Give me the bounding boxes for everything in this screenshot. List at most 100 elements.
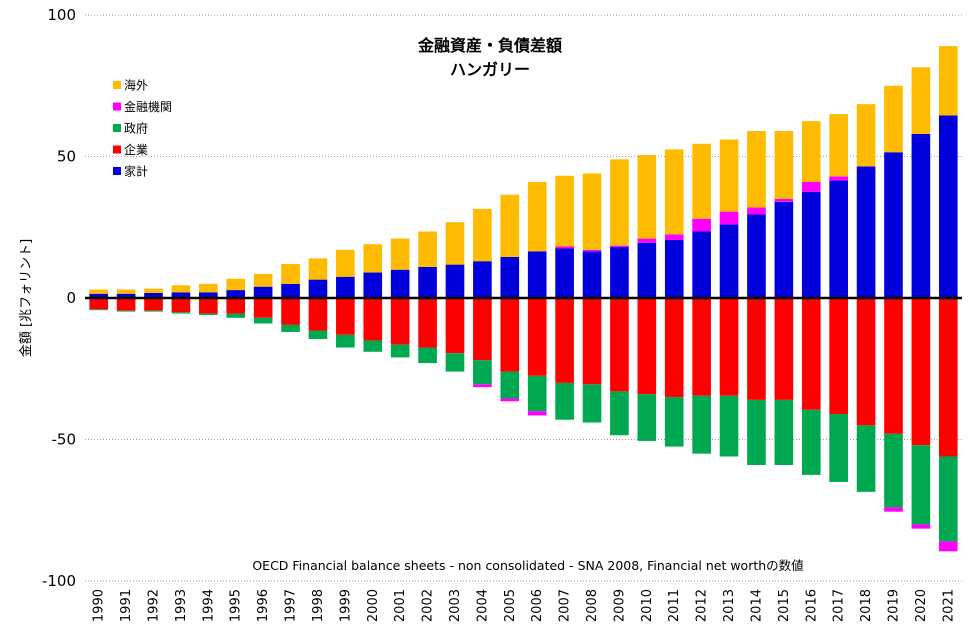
bar-segment — [884, 85, 903, 153]
bar-segment — [856, 298, 876, 426]
bar-segment — [911, 67, 931, 134]
bar-segment — [527, 411, 547, 416]
bar-segment — [911, 133, 931, 298]
bar-segment — [281, 324, 300, 332]
bar-segment — [555, 298, 574, 383]
x-tick-label: 2003 — [448, 589, 463, 622]
x-tick-label: 2009 — [612, 589, 627, 622]
bar-segment — [555, 382, 574, 420]
x-axis-ticks: 1990 1991 1992 1993 1994 1995 1996 1997 1998 1999… — [92, 589, 957, 622]
bar-segment — [418, 231, 437, 267]
bar-segment — [199, 283, 218, 293]
bar-segment — [637, 242, 657, 298]
y-axis-ticks: 100 50 0 -50 -100 — [42, 6, 76, 590]
x-tick-label: 2006 — [530, 589, 545, 622]
legend-label: 海外 — [124, 78, 148, 93]
bar-segment — [308, 279, 328, 298]
bar-segment — [308, 298, 328, 331]
bar-segment — [610, 245, 629, 248]
bar-segment — [473, 261, 492, 298]
bar-segment — [938, 46, 958, 116]
bar-segment — [253, 273, 273, 287]
bar-segment — [89, 309, 109, 311]
bar-segment — [336, 249, 355, 277]
bar-segment — [719, 139, 739, 212]
bar-segment — [500, 371, 520, 399]
bar-segment — [664, 397, 684, 447]
bar-segment — [719, 395, 739, 457]
bar-segment — [664, 234, 684, 240]
x-tick-label: 2014 — [749, 589, 764, 622]
x-tick-label: 2000 — [366, 589, 381, 622]
bar-segment — [445, 222, 465, 265]
bar-segment — [719, 211, 739, 225]
bar-segment — [829, 180, 848, 298]
bar-segment — [829, 176, 848, 181]
bar-segment — [911, 524, 931, 529]
bar-segment — [884, 298, 903, 434]
bar-segment — [171, 298, 191, 313]
bar-segment — [747, 399, 766, 465]
bar-segment — [555, 246, 574, 249]
bar-segment — [226, 290, 246, 298]
x-tick-label: 2002 — [421, 589, 436, 622]
y-tick-label: -50 — [52, 431, 77, 449]
bar-segment — [253, 298, 273, 318]
bar-segment — [336, 276, 355, 298]
bar-segment — [774, 131, 794, 199]
bar-segment — [171, 285, 191, 293]
bar-segment — [527, 251, 547, 298]
bar-segment — [610, 391, 629, 436]
grid-lines — [85, 14, 962, 582]
bar-segment — [938, 115, 958, 298]
bar-segment — [719, 298, 739, 396]
x-tick-label: 1997 — [284, 589, 299, 622]
bar-segment — [555, 175, 574, 247]
bar-segment — [418, 298, 437, 348]
x-tick-label: 2010 — [640, 589, 655, 622]
x-tick-label: 1992 — [147, 589, 162, 622]
bar-segment — [253, 317, 273, 324]
legend-swatch — [113, 167, 121, 175]
bar-segment — [116, 293, 136, 298]
bar-segment — [747, 207, 766, 215]
bar-segment — [582, 298, 602, 385]
bar-segment — [801, 409, 821, 475]
bar-segment — [692, 231, 711, 298]
bar-segment — [582, 251, 602, 298]
bar-segment — [199, 292, 218, 298]
bar-segment — [801, 121, 821, 182]
bar-segment — [336, 334, 355, 348]
x-tick-label: 2004 — [475, 589, 490, 622]
legend-label: 企業 — [124, 142, 148, 157]
x-tick-label: 1990 — [92, 589, 107, 622]
bar-segment — [116, 310, 136, 312]
bar-segment — [473, 384, 492, 388]
bar-segment — [829, 114, 848, 177]
bar-segment — [390, 269, 410, 298]
bar-segment — [226, 278, 246, 291]
x-tick-label: 1998 — [311, 589, 326, 622]
bar-segment — [171, 292, 191, 298]
legend-swatch — [113, 124, 121, 132]
bar-segment — [938, 541, 958, 552]
bar-segment — [582, 173, 602, 250]
x-tick-label: 2017 — [832, 589, 847, 622]
bar-segment — [226, 298, 246, 314]
chart-title: 金融資産・負債差額 — [417, 36, 562, 55]
bar-segment — [911, 298, 931, 446]
bar-segment — [473, 208, 492, 262]
bar-segment — [664, 239, 684, 298]
bar-segment — [692, 395, 711, 454]
bar-segment — [610, 298, 629, 392]
x-tick-label: 2018 — [859, 589, 874, 622]
bar-segment — [473, 298, 492, 361]
bar-segment — [610, 159, 629, 246]
bar-segment — [664, 298, 684, 398]
y-tick-label: 100 — [47, 6, 76, 24]
bar-segment — [500, 194, 520, 257]
bar-segment — [692, 143, 711, 219]
bar-segment — [445, 298, 465, 354]
